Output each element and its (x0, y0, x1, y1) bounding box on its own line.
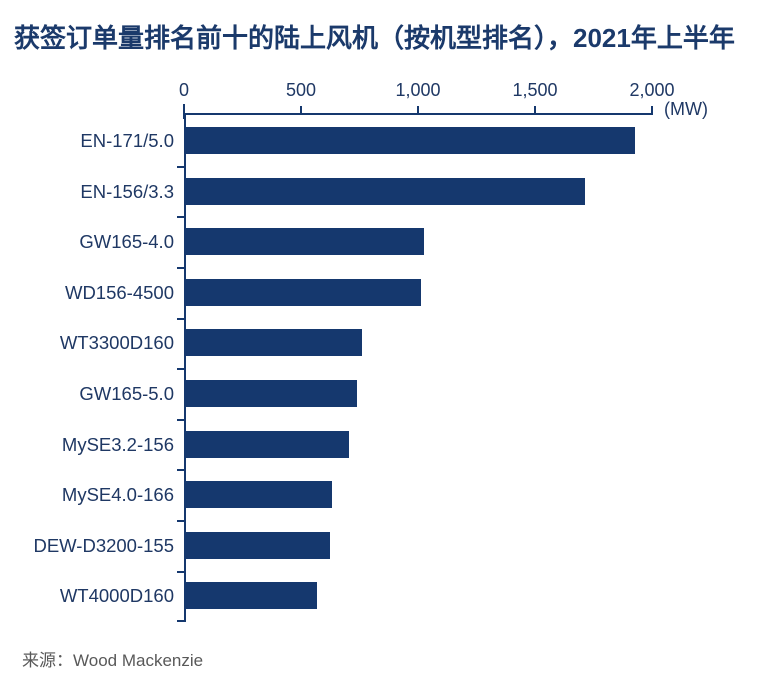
category-label: GW165-4.0 (79, 231, 174, 253)
source-note: 来源：Wood Mackenzie (22, 651, 204, 670)
y-tick-mark (177, 620, 184, 622)
y-tick-mark (177, 318, 184, 320)
y-tick-mark (177, 469, 184, 471)
category-label: MySE3.2-156 (61, 433, 174, 455)
bar (186, 430, 349, 458)
category-label: WT3300D160 (59, 332, 174, 354)
x-tick-mark (651, 106, 653, 115)
y-axis-line (184, 113, 186, 622)
bar (186, 531, 330, 559)
y-tick-mark (177, 571, 184, 573)
bar (186, 582, 318, 610)
bar (186, 127, 636, 154)
bar (186, 329, 362, 357)
y-tick-mark (177, 419, 184, 421)
chart-title: 获签订单量排名前十的陆上风机（按机型排名），2021年上半年 (14, 23, 735, 53)
x-tick-mark (183, 104, 185, 119)
x-tick-label: 1,000 (395, 80, 441, 100)
x-tick-label: 1,500 (512, 80, 558, 100)
y-tick-mark (177, 216, 184, 218)
bar (186, 380, 357, 407)
x-tick-mark (417, 106, 419, 114)
x-tick-mark (300, 106, 302, 114)
category-label: EN-171/5.0 (80, 130, 174, 151)
y-tick-mark (177, 520, 184, 522)
y-tick-mark (177, 166, 184, 168)
category-label: WT4000D160 (59, 585, 174, 607)
bar (186, 228, 424, 256)
category-label: MySE4.0-166 (61, 484, 174, 506)
x-tick-label: 2,000 (629, 80, 675, 100)
category-label: DEW-D3200-155 (33, 534, 174, 556)
bar (186, 177, 585, 205)
category-label: WD156-4500 (64, 281, 174, 303)
bar (186, 278, 422, 306)
x-tick-label: 0 (178, 80, 189, 100)
x-axis-line (184, 113, 653, 115)
x-tick-mark (534, 106, 536, 114)
y-tick-mark (177, 267, 184, 269)
category-label: EN-156/3.3 (80, 180, 174, 202)
x-tick-label: 500 (285, 80, 317, 100)
category-label: GW165-5.0 (79, 383, 174, 404)
bar (186, 481, 333, 509)
y-tick-mark (177, 368, 184, 370)
axis-unit-label: (MW) (664, 99, 708, 119)
